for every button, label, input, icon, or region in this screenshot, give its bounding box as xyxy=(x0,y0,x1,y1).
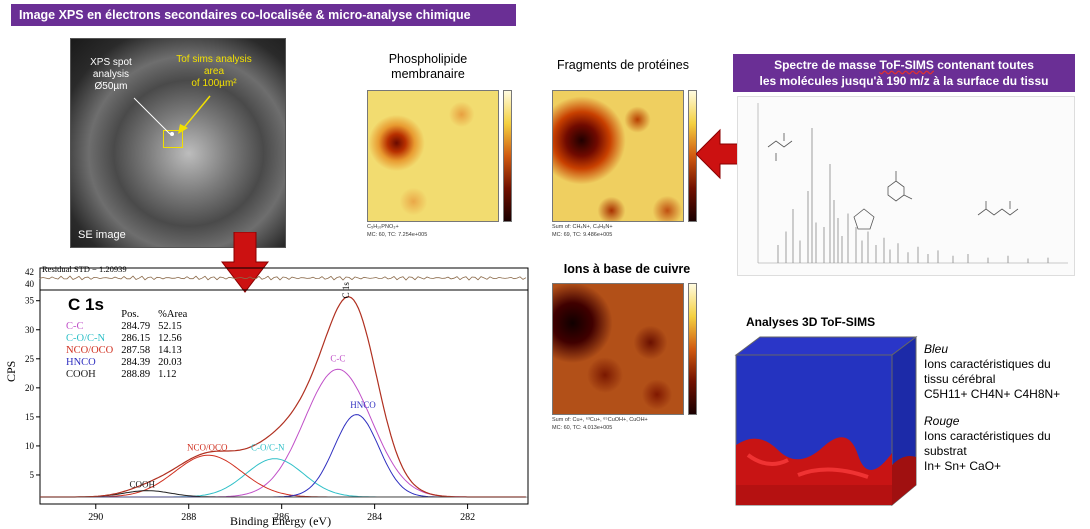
residual-label: Residual STD = 1.20939 xyxy=(42,264,127,274)
legend-area: 12.56 xyxy=(158,333,182,344)
annot-cooh: COOH xyxy=(129,480,155,490)
main-title-banner: Image XPS en électrons secondaires co-lo… xyxy=(11,4,516,26)
red-title: Rouge xyxy=(924,414,960,428)
map1-caption1: C₅H₁₀PNO₃+ xyxy=(367,224,399,230)
map3-caption1: Sum of: Cu+, ⁶³Cu+, ⁶⁵CuOH+, CuOH+ xyxy=(552,417,648,423)
colorbar-3 xyxy=(688,283,697,415)
se-image-label: SE image xyxy=(78,229,126,241)
x-tick-label: 288 xyxy=(181,512,196,523)
legend-area: 1.12 xyxy=(158,369,177,380)
x-tick-label: 290 xyxy=(88,512,103,523)
y-tick-label: 30 xyxy=(25,325,35,335)
spectrum-banner-tof: ToF-SIMS xyxy=(879,58,934,72)
sem-pointer-lines xyxy=(133,95,211,136)
legend-name: HNCO xyxy=(66,357,96,368)
blue-text: Ions caractéristiques du tissu cérébral … xyxy=(924,357,1061,401)
map-title-proteines: Fragments de protéines xyxy=(556,58,689,72)
xps-spot-label: XPS spot analysis Ø50µm xyxy=(90,57,132,92)
colorbar-2 xyxy=(688,90,697,222)
legend-name: C-O/C-N xyxy=(66,333,106,344)
component-curve-0 xyxy=(40,368,526,498)
cuivre-map xyxy=(552,283,684,415)
legend-pos: 284.79 xyxy=(121,321,151,332)
y-tick-label: 20 xyxy=(25,383,35,393)
peak-label: C 1s xyxy=(68,295,104,314)
y-axis-label: CPS xyxy=(4,360,18,382)
resid-tick-label: 40 xyxy=(25,279,35,289)
x-tick-label: 284 xyxy=(367,512,382,523)
legend-name: COOH xyxy=(66,369,96,380)
x-tick-label: 286 xyxy=(274,512,289,523)
map2-caption2: MC: 69, TC: 9.486e+005 xyxy=(552,232,613,238)
map3-caption2: MC: 60, TC: 4.013e+005 xyxy=(552,425,613,431)
molecule-3-icon xyxy=(853,208,875,230)
legend-name: NCO/OCO xyxy=(66,345,114,356)
mass-spectrum xyxy=(737,96,1075,276)
legend-row: C-C 284.79 52.15 xyxy=(66,321,195,333)
legend-col-area: %Area xyxy=(158,309,188,320)
red-text: Ions caractéristiques du substrat In+ Sn… xyxy=(924,429,1051,473)
colorbar-1 xyxy=(503,90,512,222)
legend-row: NCO/OCO 287.58 14.13 xyxy=(66,345,195,357)
annot-coc: C-O/C-N xyxy=(251,443,285,453)
se-image xyxy=(70,38,286,248)
legend-pos: 287.58 xyxy=(121,345,151,356)
phospholipide-map xyxy=(367,90,499,222)
cube-title: Analyses 3D ToF-SIMS xyxy=(746,315,876,329)
envelope-curve xyxy=(40,296,526,498)
component-curve-2 xyxy=(40,454,526,498)
molecule-2-icon xyxy=(887,171,913,202)
xps-frame xyxy=(39,267,529,505)
map-title-phospholipide: Phospholipide membranaire xyxy=(388,52,468,81)
left-arrow xyxy=(696,128,739,180)
down-arrow xyxy=(220,232,270,293)
map2-caption1: Sum of: CH₄N+, C₄H₈N+ xyxy=(552,224,613,230)
legend-area: 52.15 xyxy=(158,321,182,332)
map-title-cuivre: Ions à base de cuivre xyxy=(563,262,691,276)
spectrum-banner-prefix: Spectre de masse xyxy=(774,58,880,72)
legend-row: HNCO 284.39 20.03 xyxy=(66,357,195,369)
tof-area-box xyxy=(163,130,183,148)
proteines-map xyxy=(552,90,684,222)
legend-row: C-O/C-N 286.15 12.56 xyxy=(66,333,195,345)
annot-nco: NCO/OCO xyxy=(187,443,228,453)
mass-spectrum-plot xyxy=(757,103,1068,264)
component-curve-3 xyxy=(40,414,526,498)
legend-header-row: Pos. %Area xyxy=(66,309,195,321)
x-tick-label: 282 xyxy=(460,512,475,523)
spectrum-banner: Spectre de masse ToF-SIMS contenant tout… xyxy=(733,54,1075,92)
molecule-4-icon xyxy=(977,201,1019,216)
legend-pos: 284.39 xyxy=(121,357,151,368)
xps-legend-table: Pos. %Area C-C 284.79 52.15 C-O/C-N 286.15 12… xyxy=(66,309,195,381)
annot-hnco: HNCO xyxy=(350,400,376,410)
spectrum-banner-suffix: contenant toutes les molécules jusqu'à 1… xyxy=(759,58,1049,88)
y-tick-label: 5 xyxy=(30,470,35,480)
y-tick-label: 35 xyxy=(25,296,35,306)
molecule-1-icon xyxy=(767,133,793,161)
legend-pos: 288.89 xyxy=(121,369,151,380)
y-tick-label: 15 xyxy=(25,412,35,422)
tof-area-label: Tof sims analysis area of 100µm² xyxy=(176,54,252,89)
residual-curve xyxy=(39,275,527,281)
annot-cc: C-C xyxy=(330,354,345,364)
blue-title: Bleu xyxy=(924,342,949,356)
annot-c1s: C 1s xyxy=(341,282,351,299)
legend-pos: 286.15 xyxy=(121,333,151,344)
map1-caption2: MC: 60, TC: 7.254e+005 xyxy=(367,232,428,238)
y-tick-label: 25 xyxy=(25,354,35,364)
legend-name: C-C xyxy=(66,321,84,332)
x-axis-label: Binding Energy (eV) xyxy=(230,514,332,528)
legend-area: 14.13 xyxy=(158,345,182,356)
xps-c1s-chart: 290 288 286 284 282 5 10 15 20 25 30 35 42 40 C 1s C-C H… xyxy=(25,267,529,523)
tofsims-3d-cube xyxy=(734,336,918,507)
legend-col-pos: Pos. xyxy=(121,309,140,320)
y-tick-label: 10 xyxy=(25,441,35,451)
legend-area: 20.03 xyxy=(158,357,182,368)
legend-row: COOH 288.89 1.12 xyxy=(66,369,195,381)
resid-tick-label: 42 xyxy=(25,267,34,277)
